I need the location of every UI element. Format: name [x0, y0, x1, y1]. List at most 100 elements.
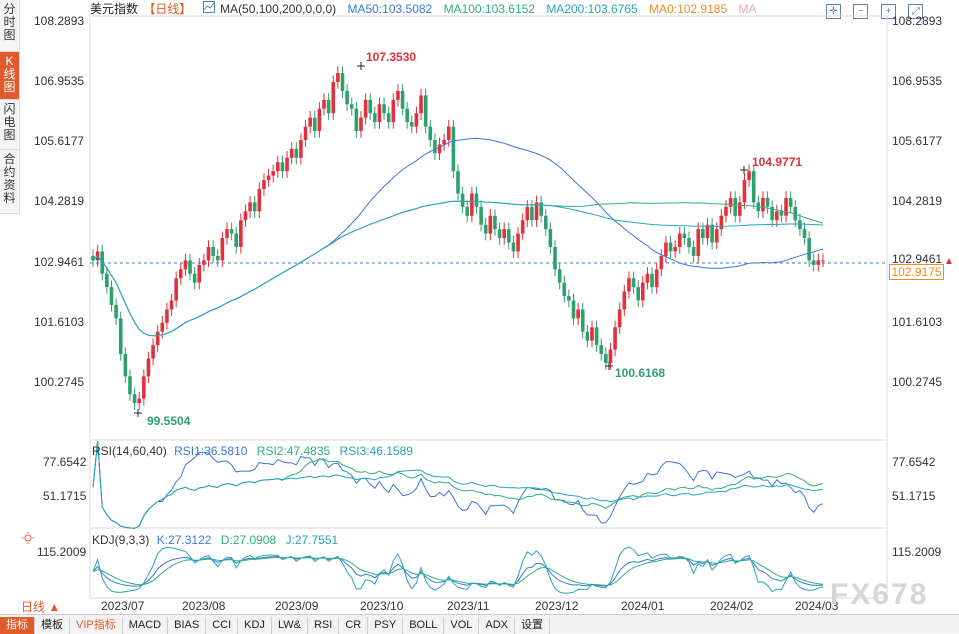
kdj-params: KDJ(9,3,3) — [92, 533, 150, 547]
candle-body — [363, 99, 368, 118]
candle-body — [206, 246, 211, 261]
tab-cci[interactable]: CCI — [206, 617, 239, 634]
candle-body — [165, 309, 169, 323]
x-label-1: 2023/07 — [101, 599, 145, 613]
candle-body — [160, 322, 165, 332]
candle-body — [493, 215, 497, 230]
tab-flash[interactable]: 闪电图 — [0, 100, 19, 150]
candle-body — [142, 376, 146, 399]
period-select-button[interactable]: 日线 ▲ — [21, 600, 61, 614]
fullscreen-icon[interactable]: ⤢ — [908, 4, 924, 19]
candle-body — [456, 171, 460, 194]
kdj-right-tick: 115.2009 — [892, 545, 942, 559]
tab-timeshare[interactable]: 分时图 — [0, 0, 19, 52]
tab-lw[interactable]: LW& — [272, 617, 308, 634]
candle-body — [497, 229, 502, 239]
tab-template[interactable]: 模板 — [35, 617, 70, 634]
candle-body — [442, 139, 446, 145]
candle-body — [400, 90, 405, 109]
candle-body — [114, 304, 118, 319]
candle-body — [821, 260, 825, 262]
tab-vip-indicator[interactable]: VIP指标 — [70, 617, 123, 634]
candle-body — [248, 202, 252, 212]
candle-body — [239, 220, 243, 247]
rsi1-value: RSI1:36.5810 — [174, 444, 248, 458]
low1-label: 99.5504 — [147, 414, 191, 428]
ma-settings-icon[interactable] — [202, 1, 218, 16]
candle-body — [118, 318, 123, 355]
tab-rsi[interactable]: RSI — [308, 617, 340, 634]
zoom-in-icon[interactable]: + — [880, 4, 896, 19]
tab-indicator[interactable]: 指标 — [0, 617, 35, 634]
candle-body — [409, 122, 414, 127]
x-label-7: 2024/01 — [621, 599, 665, 613]
candle-body — [460, 193, 465, 207]
candle-body — [289, 148, 294, 158]
candle-body — [252, 202, 257, 212]
candle-body — [774, 211, 779, 221]
tab-bias[interactable]: BIAS — [168, 617, 207, 634]
candle-body — [391, 99, 396, 123]
candle-body — [539, 202, 543, 216]
candle-body — [728, 197, 733, 207]
candle-body — [197, 264, 202, 283]
kdj-d-line — [92, 556, 824, 586]
rsi1-line — [92, 441, 824, 529]
tab-settings[interactable]: 设置 — [515, 617, 550, 634]
rsi-left-tick-2: 51.1715 — [43, 489, 87, 503]
rsi3-line — [92, 441, 824, 529]
sun-icon[interactable] — [22, 532, 34, 544]
low2-label: 100.6168 — [615, 366, 666, 380]
kdj-j-line — [92, 546, 824, 594]
right-tick-2: 106.9535 — [892, 74, 943, 88]
candle-body — [331, 81, 336, 114]
rsi-right-tick-1: 77.6542 — [892, 455, 936, 469]
main-panel-border — [89, 15, 888, 441]
ma-value: MA — [738, 2, 757, 16]
tab-contract-info[interactable]: 合约资料 — [0, 150, 19, 214]
candle-body — [585, 331, 590, 341]
candle-body — [137, 398, 142, 404]
candle-body — [340, 73, 345, 91]
candle-body — [183, 260, 188, 270]
tab-adx[interactable]: ADX — [479, 617, 515, 634]
candle-body — [123, 354, 128, 377]
candle-body — [188, 260, 192, 274]
candle-body — [567, 296, 571, 301]
candle-body — [798, 220, 802, 230]
candle-body — [654, 269, 659, 288]
tab-macd[interactable]: MACD — [123, 617, 169, 634]
tab-boll[interactable]: BOLL — [403, 617, 445, 634]
candle-body — [428, 126, 433, 140]
candle-body — [714, 229, 719, 243]
candle-body — [280, 162, 285, 172]
candle-body — [433, 139, 437, 154]
tab-psy[interactable]: PSY — [368, 617, 404, 634]
candle-body — [285, 157, 289, 172]
candle-body — [326, 99, 331, 114]
candle-body — [622, 291, 627, 310]
tab-kdj[interactable]: KDJ — [238, 617, 272, 634]
candle-body — [229, 229, 234, 234]
tab-vol[interactable]: VOL — [444, 617, 480, 634]
x-label-4: 2023/10 — [360, 599, 404, 613]
crosshair-icon[interactable]: ✛ — [826, 4, 841, 19]
candle-body — [322, 99, 326, 109]
candle-body — [617, 309, 622, 328]
tab-kline[interactable]: K线图 — [0, 52, 19, 100]
candle-body — [109, 287, 114, 305]
candle-body — [202, 260, 206, 265]
x-label-5: 2023/11 — [447, 599, 490, 613]
candle-body — [761, 197, 765, 212]
candle-body — [631, 278, 636, 288]
left-tick-6: 101.6103 — [34, 315, 85, 329]
candle-body — [742, 180, 747, 203]
zoom-out-icon[interactable]: − — [853, 4, 869, 19]
candle-body — [793, 206, 798, 221]
candle-body — [386, 113, 391, 123]
tab-cr[interactable]: CR — [339, 617, 369, 634]
chart-header: 美元指数 【日线】 MA(50,100,200,0,0,0) MA50:103.… — [90, 0, 764, 20]
candle-body — [105, 273, 109, 288]
kdj-legend: KDJ(9,3,3) K:27.3122 D:27.0908 J:27.7551 — [92, 533, 338, 547]
chart-toolbar: ✛ − + ⤢ — [826, 1, 931, 19]
